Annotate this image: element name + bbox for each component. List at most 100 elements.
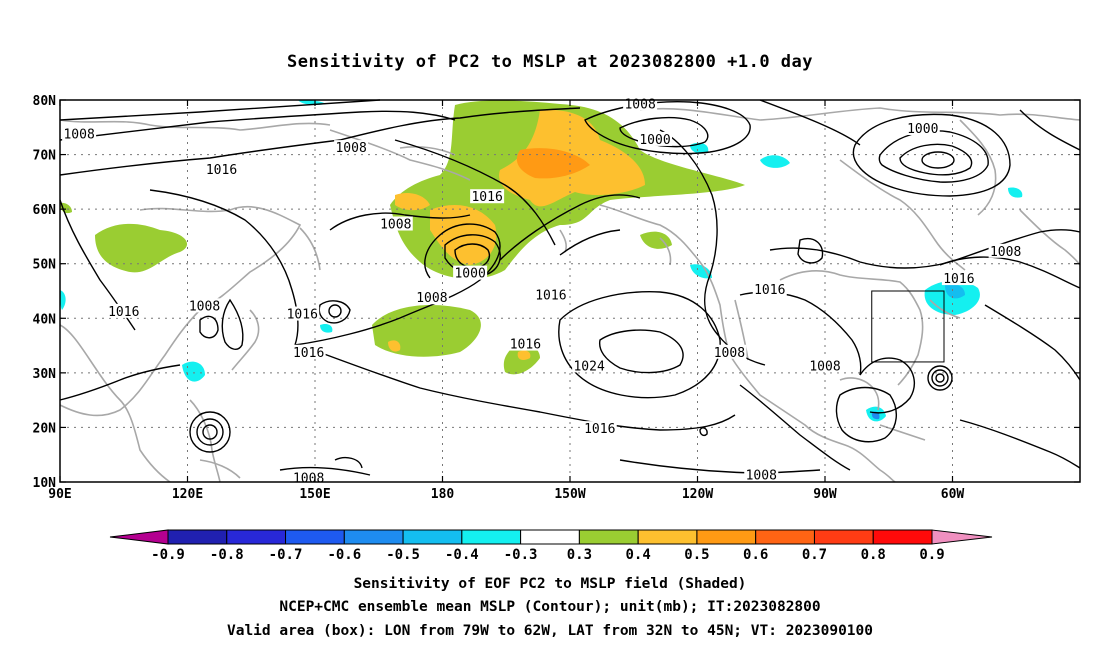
colorbar-swatch — [402, 529, 463, 545]
negative-patch-newfoundland-core — [945, 284, 965, 299]
colorbar-swatch — [167, 529, 228, 545]
contour-label-halo — [508, 336, 543, 351]
lon-tick-label: 60W — [941, 487, 965, 502]
contour-label-text: 1008 — [714, 346, 745, 361]
negative-patch-arctic — [760, 155, 790, 168]
contour-label: 1016 — [204, 161, 239, 178]
figure-title: Sensitivity of PC2 to MSLP at 2023082800… — [287, 52, 813, 72]
colorbar-label: -0.6 — [327, 547, 361, 563]
contour-label-halo — [285, 306, 320, 321]
colorbar-swatch — [226, 529, 287, 545]
contour-label-text: 1008 — [380, 218, 411, 233]
contour-label-halo — [941, 271, 976, 286]
colorbar-swatch — [578, 529, 639, 545]
colorbar-label: 0.5 — [684, 547, 709, 563]
lon-tick-label: 150E — [299, 487, 330, 502]
contour-label: 1008 — [291, 470, 326, 486]
contour-label-halo — [808, 358, 842, 373]
contour-label-halo — [453, 265, 488, 280]
contour-label-text: 1008 — [293, 471, 324, 486]
contour-label-halo — [533, 287, 568, 302]
contour-label: 1008 — [808, 358, 842, 374]
valid-area-box — [871, 290, 945, 363]
lat-tick-label: 10N — [33, 476, 57, 491]
lon-tick-label: 90E — [48, 487, 71, 502]
lat-tick-label: 40N — [33, 312, 57, 327]
contour-label: 1000 — [453, 265, 488, 282]
contour-label-text: 1008 — [189, 299, 220, 314]
contour-label-halo — [414, 290, 449, 305]
contour-label: 1008 — [62, 126, 97, 142]
contour-label: 1008 — [623, 96, 658, 112]
colorbar-swatch — [813, 529, 874, 545]
contour-label: 1016 — [470, 189, 505, 205]
contour-label-halo — [638, 131, 672, 146]
contour-label-halo — [752, 282, 787, 296]
lat-tick-label: 30N — [33, 367, 57, 382]
contour-label-text: 1016 — [206, 163, 237, 178]
contour-label-halo — [204, 161, 239, 176]
map-panel: 1008 1008 1008 1000 1000 1016 1016 1008 1000 1008… — [33, 94, 1081, 502]
caption-line-1: Sensitivity of EOF PC2 to MSLP field (Sh… — [354, 576, 747, 592]
contour-label-halo — [744, 467, 779, 482]
contour-label-text: 1008 — [809, 359, 840, 374]
contour-label-text: 1000 — [454, 267, 485, 282]
contour-label-halo — [582, 421, 617, 436]
positive-patch-subtropical-yellow — [517, 350, 531, 360]
colorbar: -0.9 -0.8 -0.7 -0.6 -0.5 -0.4 -0.3 0.3 0.4 0.5 0.6… — [109, 529, 993, 563]
colorbar-swatch — [461, 529, 522, 545]
contour-label-halo — [62, 126, 97, 141]
contour-label-text: 1016 — [510, 338, 541, 353]
contour-label-halo — [291, 470, 326, 485]
colorbar-label: -0.9 — [151, 547, 185, 563]
contour-label: 1016 — [106, 303, 141, 320]
contour-label: 1000 — [638, 131, 672, 148]
lat-tick-label: 60N — [33, 203, 57, 218]
contour-label-halo — [378, 216, 413, 231]
contour-label-text: 1016 — [108, 305, 139, 320]
negative-patch-india — [60, 290, 66, 310]
lon-tick-label: 90W — [813, 487, 837, 502]
contour-label-halo — [988, 243, 1023, 258]
contour-label-text: 1008 — [624, 97, 655, 112]
colorbar-swatch — [872, 529, 933, 545]
colorbar-label: 0.7 — [802, 547, 827, 563]
contour-label: 1008 — [744, 467, 779, 484]
contour-label-text: 1008 — [63, 127, 94, 142]
negative-patch-pacific-se — [320, 323, 333, 333]
contour-label: 1008 — [414, 290, 449, 306]
colorbar-swatch — [637, 529, 698, 545]
axis-ticks: 90E 120E 150E 180 150W 120W 90W 60W 10N 20N 30N 40N… — [33, 94, 1080, 502]
contour-label: 1016 — [533, 287, 568, 303]
contour-label-text: 1016 — [943, 272, 974, 287]
colorbar-swatch — [755, 529, 815, 545]
contour-label-text: 1016 — [287, 308, 318, 323]
contour-labels: 1008 1008 1008 1000 1000 1016 1016 1008 1000 1008… — [62, 96, 1023, 486]
lon-tick-label: 180 — [431, 487, 455, 502]
lat-tick-label: 50N — [33, 258, 57, 273]
contour-label-halo — [291, 344, 326, 359]
lat-tick-label: 80N — [33, 94, 57, 109]
contour-label-text: 1016 — [535, 288, 566, 303]
contour-label-text: 1016 — [754, 283, 785, 298]
lon-tick-label: 120W — [682, 487, 713, 502]
negative-patch-alaska — [690, 264, 712, 279]
positive-patch-orange-core — [516, 148, 590, 179]
contour-label-text: 1008 — [990, 245, 1021, 260]
positive-patch-west-yellow — [395, 193, 430, 211]
contour-label: 1016 — [508, 336, 543, 353]
contour-label: 1016 — [285, 306, 320, 323]
contour-label-halo — [572, 358, 607, 373]
colorbar-label: 0.6 — [743, 547, 768, 563]
positive-patch-japan-east-yellow — [388, 340, 401, 352]
colorbar-label: 0.9 — [919, 547, 944, 563]
contour-label-text: 1008 — [335, 141, 366, 156]
colorbar-swatch — [520, 529, 580, 545]
contour-label-halo — [334, 140, 369, 155]
contour-label: 1016 — [582, 421, 617, 437]
contour-label-halo — [470, 189, 505, 204]
lat-tick-label: 20N — [33, 421, 57, 436]
contour-label: 1008 — [334, 140, 369, 156]
colorbar-swatch — [285, 529, 345, 545]
